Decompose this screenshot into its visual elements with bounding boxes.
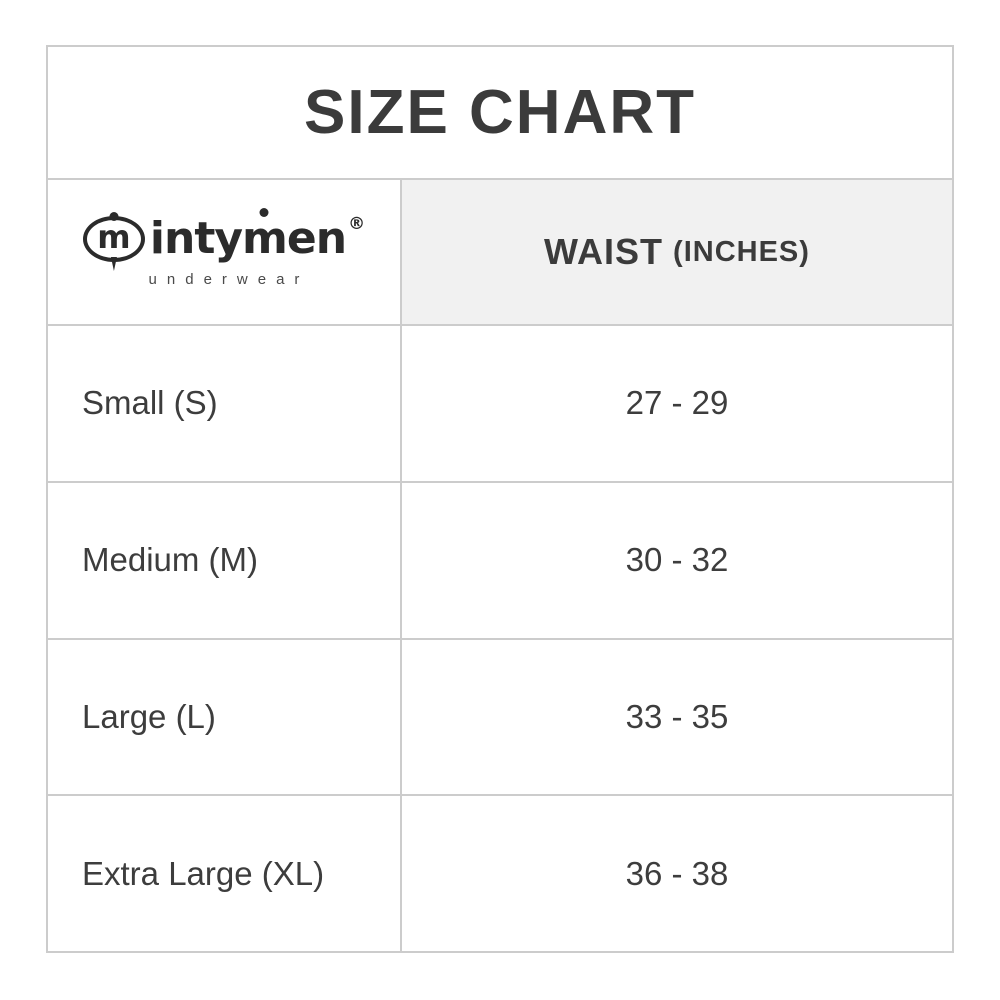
brand-wordmark-pre: inty (149, 213, 243, 264)
brand-wordmark-m: m (242, 213, 288, 264)
waist-header-cell: WAIST (INCHES) (400, 178, 952, 324)
brand-wordmark-post: en (286, 213, 347, 264)
waist-header-label: WAIST (544, 231, 664, 272)
table-row-waist-medium: 30 - 32 (400, 480, 952, 638)
table-row-waist-small: 27 - 29 (400, 324, 952, 481)
table-row-size-xlarge: Extra Large (XL) (48, 794, 400, 951)
brand-mark-icon: m (82, 216, 145, 271)
page-title: SIZE CHART (304, 78, 696, 147)
brand-logo: m intymen ® underwear (82, 213, 366, 288)
table-row-size-medium: Medium (M) (48, 480, 400, 638)
brand-mark-tail (110, 257, 117, 271)
brand-mark-letter: m (97, 218, 131, 256)
brand-wordmark: intymen (150, 213, 347, 264)
table-row-size-large: Large (L) (48, 637, 400, 795)
waist-header-unit: (INCHES) (673, 235, 810, 268)
table-row-waist-large: 33 - 35 (400, 637, 952, 795)
brand-cell: m intymen ® underwear (48, 178, 400, 324)
title-row: SIZE CHART (48, 47, 952, 178)
brand-tagline: underwear (148, 271, 310, 288)
size-chart-table: SIZE CHART m intymen ® underwear WAIST (… (46, 45, 954, 953)
table-row-waist-xlarge: 36 - 38 (400, 794, 952, 951)
brand-wordmark-row: m intymen ® (82, 213, 366, 271)
table-row-size-small: Small (S) (48, 324, 400, 481)
registered-trademark-icon: ® (348, 214, 366, 234)
